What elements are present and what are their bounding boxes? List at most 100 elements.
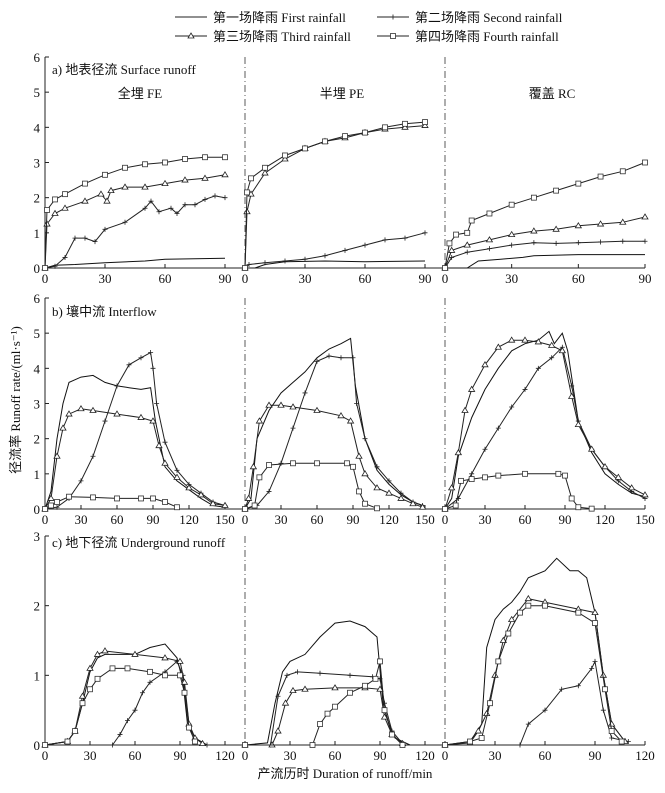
plus-marker xyxy=(174,210,180,216)
plus-marker xyxy=(102,418,108,424)
square-marker xyxy=(525,602,532,609)
square-marker xyxy=(142,161,148,168)
triangle-marker xyxy=(467,385,476,392)
x-tick-label: 30 xyxy=(99,271,112,286)
series-line xyxy=(44,351,226,510)
plus-marker xyxy=(559,686,565,692)
y-tick-label: 3 xyxy=(34,156,41,171)
triangle-marker xyxy=(524,594,533,602)
series-1-rainfall xyxy=(44,374,226,510)
square-marker xyxy=(62,191,68,198)
x-tick-label: 0 xyxy=(442,748,449,763)
plus-marker xyxy=(150,365,156,371)
square-marker xyxy=(575,180,582,187)
plus-marker xyxy=(284,672,290,678)
plus-marker xyxy=(455,495,461,501)
plus-marker xyxy=(168,205,174,211)
plus-marker xyxy=(482,446,488,452)
series-1-rainfall xyxy=(445,254,645,269)
plus-marker xyxy=(147,679,153,685)
y-tick-label: 0 xyxy=(34,261,41,276)
triangle-marker xyxy=(289,686,297,694)
triangle-marker xyxy=(274,727,282,734)
plus-marker xyxy=(275,693,281,699)
square-marker xyxy=(508,201,515,208)
column-label-rc: 覆盖 RC xyxy=(529,86,576,101)
square-marker xyxy=(324,710,331,717)
plus-marker xyxy=(266,488,272,494)
square-marker xyxy=(102,171,108,178)
series-4-rainfall xyxy=(242,658,406,748)
plus-marker xyxy=(114,383,120,389)
triangle-marker xyxy=(81,197,89,204)
series-3-rainfall xyxy=(41,171,229,271)
square-marker xyxy=(619,168,626,175)
plus-marker xyxy=(609,735,615,741)
series-1-rainfall xyxy=(44,257,226,269)
triangle-marker xyxy=(337,412,345,419)
square-marker xyxy=(402,120,408,127)
square-marker xyxy=(52,196,58,203)
y-tick-label: 2 xyxy=(34,599,41,614)
triangle-marker xyxy=(187,32,195,39)
plus-marker xyxy=(362,436,368,442)
square-marker xyxy=(114,495,120,502)
triangle-marker xyxy=(173,473,181,480)
square-marker xyxy=(181,689,188,696)
plus-marker xyxy=(362,242,368,248)
row-c-title: c) 地下径流 Underground runoff xyxy=(52,535,226,550)
series-2-rainfall xyxy=(42,193,228,271)
series-4-rainfall xyxy=(442,159,648,271)
triangle-marker xyxy=(176,657,184,664)
plus-marker xyxy=(142,205,148,211)
x-tick-label: 30 xyxy=(505,271,518,286)
triangle-marker xyxy=(161,459,169,466)
triangle-marker xyxy=(534,338,543,345)
square-marker xyxy=(478,735,485,741)
square-marker xyxy=(555,470,562,477)
series-3-rainfall xyxy=(41,404,229,512)
square-marker xyxy=(44,207,50,213)
x-tick-label: 120 xyxy=(215,748,235,763)
square-marker xyxy=(486,210,493,217)
series-2-rainfall xyxy=(42,350,228,512)
square-marker xyxy=(372,675,379,682)
plus-marker xyxy=(402,235,408,241)
triangle-marker xyxy=(141,183,149,190)
x-tick-label: 30 xyxy=(479,512,492,527)
series-line xyxy=(245,671,403,746)
square-marker xyxy=(42,265,48,271)
plus-marker xyxy=(174,467,180,473)
x-tick-label: 60 xyxy=(572,271,585,286)
triangle-marker xyxy=(97,190,105,197)
x-tick-label: 90 xyxy=(374,748,387,763)
legend-label-first: 第一场降雨 First rainfall xyxy=(213,10,346,25)
series-3-rainfall xyxy=(241,684,407,748)
triangle-marker xyxy=(481,361,489,368)
square-marker xyxy=(66,493,72,500)
square-marker xyxy=(592,620,598,626)
series-line xyxy=(44,257,226,269)
square-marker xyxy=(186,724,192,731)
square-marker xyxy=(202,154,208,161)
square-marker xyxy=(79,700,86,707)
square-marker xyxy=(382,124,388,131)
triangle-marker xyxy=(507,336,516,343)
x-tick-label: 90 xyxy=(347,512,360,527)
square-marker xyxy=(553,187,560,194)
series-1-rainfall xyxy=(244,337,423,510)
square-marker xyxy=(138,495,144,502)
square-marker xyxy=(256,474,263,481)
series-4-rainfall xyxy=(442,470,595,512)
square-marker xyxy=(389,731,395,738)
plus-marker xyxy=(138,355,144,361)
x-tick-label: 60 xyxy=(539,748,552,763)
plus-marker xyxy=(156,209,162,215)
triangle-marker xyxy=(65,410,73,417)
plus-marker xyxy=(350,355,356,361)
triangle-marker xyxy=(161,654,169,661)
row-b-title: b) 壤中流 Interflow xyxy=(52,304,157,319)
y-tick-label: 3 xyxy=(34,529,41,544)
plus-marker xyxy=(620,238,626,244)
